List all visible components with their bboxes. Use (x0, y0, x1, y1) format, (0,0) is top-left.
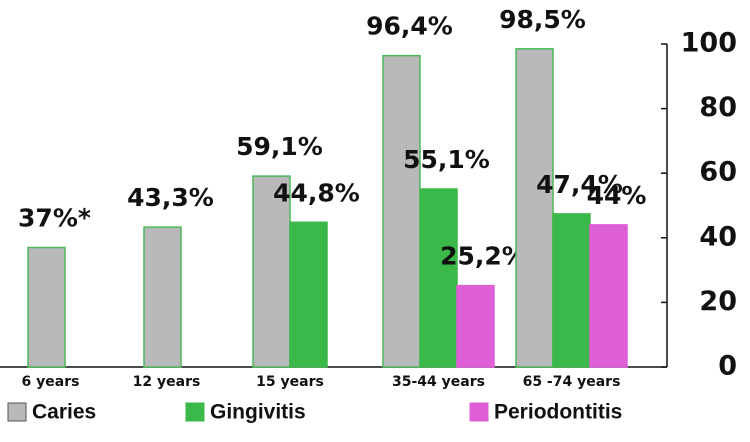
bar (289, 221, 328, 368)
y-tick-label: 0 (718, 351, 737, 382)
value-label: 37%* (18, 203, 91, 232)
legend-swatch (469, 402, 489, 422)
y-tick-label: 80 (699, 92, 737, 123)
x-tick-label: 65 -74 years (523, 374, 621, 390)
value-label: 44,8% (273, 178, 360, 207)
value-label: 47,4% (536, 170, 623, 199)
legend-label: Gingivitis (210, 401, 306, 424)
x-tick-label: 6 years (22, 374, 80, 390)
value-label: 59,1% (236, 132, 323, 161)
y-tick-label: 100 (681, 28, 737, 59)
value-label: 98,5% (499, 5, 586, 34)
bar (552, 213, 591, 368)
value-label: 44% (587, 181, 647, 210)
value-label: 55,1% (403, 145, 490, 174)
x-tick-label: 15 years (256, 374, 324, 390)
x-tick-label: 12 years (133, 374, 201, 390)
bar (419, 188, 458, 368)
bar (143, 226, 182, 368)
value-label: 96,4% (366, 12, 453, 41)
bar (27, 246, 66, 368)
x-tick-label: 35-44 years (392, 374, 485, 390)
value-label: 43,3% (127, 183, 214, 212)
bar (589, 224, 628, 368)
bar (456, 284, 495, 368)
y-tick-label: 40 (699, 221, 737, 252)
y-tick-label: 60 (699, 157, 737, 188)
legend-label: Periodontitis (494, 401, 622, 424)
legend-swatch (185, 402, 205, 422)
legend-swatch (7, 402, 27, 422)
y-tick-label: 20 (699, 286, 737, 317)
legend-label: Caries (32, 401, 96, 424)
bar (252, 175, 291, 368)
bar (515, 48, 554, 368)
bar (382, 54, 421, 368)
value-label: 25,2% (440, 242, 527, 271)
